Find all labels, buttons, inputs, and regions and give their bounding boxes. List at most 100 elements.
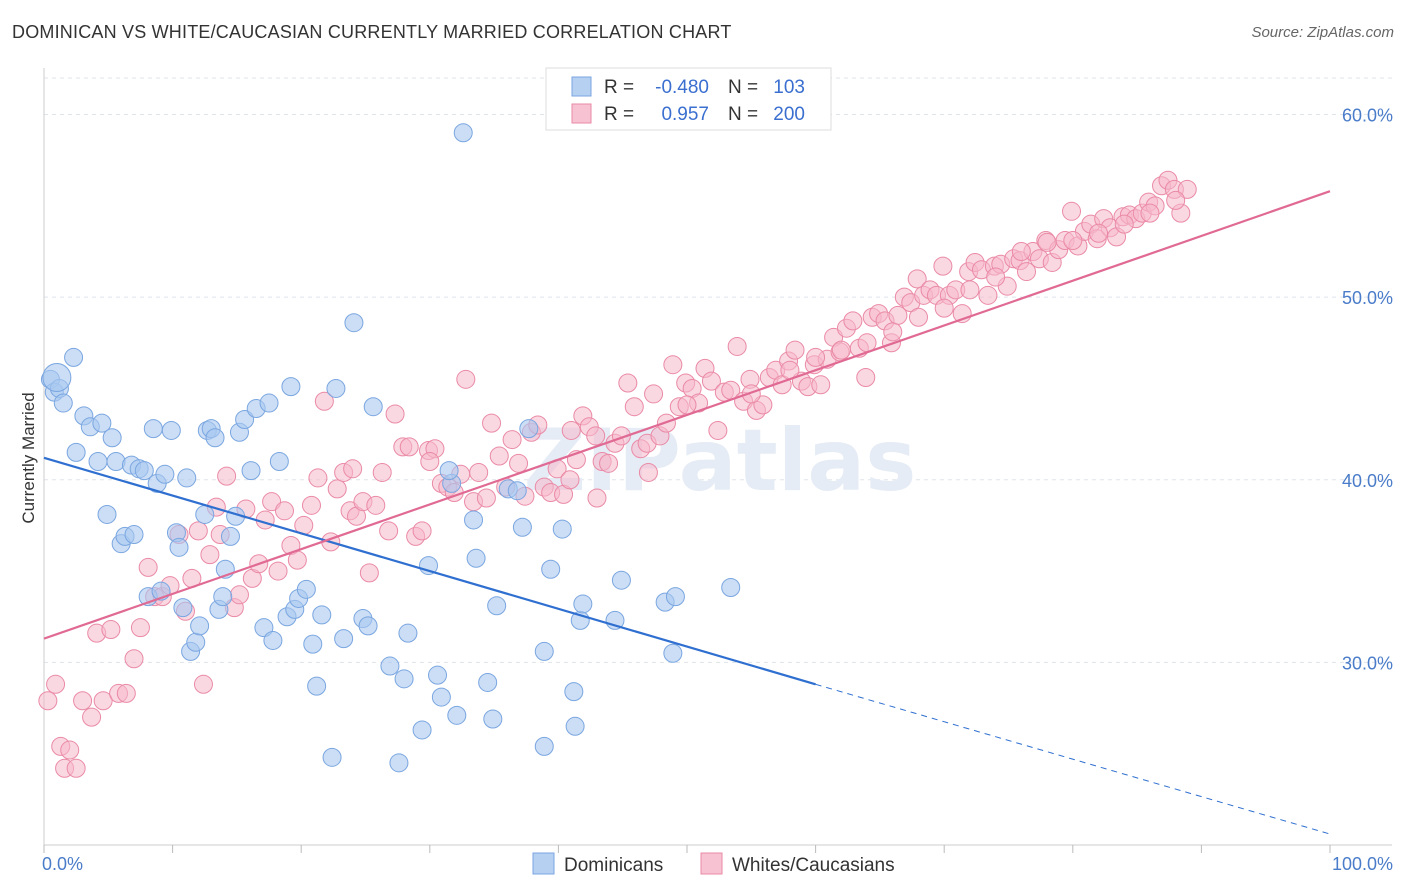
- data-point-whites: [308, 468, 328, 488]
- data-point-whites: [753, 395, 773, 415]
- data-point-dominicans: [394, 669, 414, 689]
- data-point-whites: [1089, 223, 1109, 243]
- data-point-dominicans: [205, 428, 225, 448]
- y-tick-label: 40.0%: [1342, 471, 1393, 491]
- data-point-whites: [399, 437, 419, 457]
- data-point-whites: [1177, 179, 1197, 199]
- data-point-whites: [476, 488, 496, 508]
- trend-line-dominicans: [43, 456, 816, 686]
- data-point-whites: [560, 470, 580, 490]
- data-point-whites: [385, 404, 405, 424]
- data-point-whites: [372, 462, 392, 482]
- data-point-dominicans: [259, 393, 279, 413]
- y-tick-label: 50.0%: [1342, 288, 1393, 308]
- data-point-whites: [599, 453, 619, 473]
- data-point-dominicans: [358, 616, 378, 636]
- data-point-dominicans: [541, 559, 561, 579]
- data-point-whites: [502, 430, 522, 450]
- data-point-whites: [741, 384, 761, 404]
- data-point-dominicans: [66, 442, 86, 462]
- data-point-whites: [217, 466, 237, 486]
- data-point-whites: [785, 340, 805, 360]
- data-point-whites: [359, 563, 379, 583]
- data-point-dominicans: [363, 397, 383, 417]
- y-axis-label: Currently Married: [19, 392, 38, 523]
- data-point-dominicans: [412, 720, 432, 740]
- data-point-whites: [1062, 201, 1082, 221]
- data-point-dominicans: [296, 579, 316, 599]
- data-point-whites: [456, 369, 476, 389]
- data-point-whites: [811, 375, 831, 395]
- x-tick-label: 100.0%: [1332, 854, 1393, 874]
- data-point-dominicans: [507, 481, 527, 501]
- data-point-dominicans: [439, 461, 459, 481]
- data-point-whites: [327, 479, 347, 499]
- data-point-dominicans: [512, 517, 532, 537]
- data-point-dominicans: [42, 362, 72, 392]
- data-point-whites: [343, 459, 363, 479]
- data-point-dominicans: [303, 634, 323, 654]
- data-point-dominicans: [464, 510, 484, 530]
- data-point-whites: [586, 426, 606, 446]
- data-point-dominicans: [177, 468, 197, 488]
- axes: [43, 68, 1392, 853]
- data-point-whites: [1017, 262, 1037, 282]
- data-point-whites: [978, 285, 998, 305]
- data-point-dominicans: [564, 682, 584, 702]
- data-point-whites: [101, 620, 121, 640]
- legend-swatch: [571, 76, 592, 97]
- data-point-whites: [489, 446, 509, 466]
- data-point-whites: [46, 674, 66, 694]
- data-point-whites: [843, 311, 863, 331]
- data-point-whites: [229, 585, 249, 605]
- data-point-dominicans: [487, 596, 507, 616]
- data-point-dominicans: [220, 526, 240, 546]
- data-point-whites: [638, 462, 658, 482]
- data-point-dominicans: [665, 587, 685, 607]
- legend-n-label: N =: [728, 104, 758, 125]
- legend-swatch: [571, 103, 592, 124]
- legend-label-bottom: Whites/Caucasians: [732, 855, 895, 876]
- series-dominicans-points: [40, 123, 741, 773]
- correlation-legend: R = -0.480 N = 103 R = 0.957 N = 200: [545, 67, 832, 131]
- data-point-dominicans: [169, 537, 189, 557]
- data-point-whites: [301, 495, 321, 515]
- data-point-dominicans: [213, 587, 233, 607]
- data-point-whites: [663, 355, 683, 375]
- data-point-dominicans: [195, 504, 215, 524]
- data-point-whites: [73, 691, 93, 711]
- data-point-dominicans: [241, 461, 261, 481]
- data-point-whites: [412, 521, 432, 541]
- data-point-whites: [677, 395, 697, 415]
- data-point-dominicans: [307, 676, 327, 696]
- data-point-whites: [701, 371, 721, 391]
- data-point-whites: [1140, 203, 1160, 223]
- y-tick-labels: 30.0% 40.0% 50.0% 60.0%: [1342, 106, 1393, 674]
- data-point-whites: [38, 691, 58, 711]
- data-point-dominicans: [326, 378, 346, 398]
- data-point-whites: [262, 492, 282, 512]
- data-point-dominicans: [92, 413, 112, 433]
- data-point-dominicans: [389, 753, 409, 773]
- data-point-whites: [116, 683, 136, 703]
- data-point-dominicans: [483, 709, 503, 729]
- data-point-dominicans: [519, 419, 539, 439]
- trend-line-dominicans-extension: [815, 683, 1331, 835]
- data-point-whites: [124, 649, 144, 669]
- data-point-dominicans: [453, 123, 473, 143]
- legend-r-label: R =: [604, 104, 634, 125]
- data-point-whites: [469, 462, 489, 482]
- data-point-whites: [831, 340, 851, 360]
- data-point-whites: [1063, 231, 1083, 251]
- data-point-whites: [934, 298, 954, 318]
- y-tick-label: 30.0%: [1342, 653, 1393, 673]
- data-point-dominicans: [102, 428, 122, 448]
- data-point-dominicans: [565, 716, 585, 736]
- data-point-whites: [379, 521, 399, 541]
- data-point-dominicans: [322, 747, 342, 767]
- data-point-dominicans: [380, 656, 400, 676]
- data-point-dominicans: [447, 705, 467, 725]
- data-point-dominicans: [534, 641, 554, 661]
- legend-r-label: R =: [604, 77, 634, 98]
- data-point-dominicans: [143, 419, 163, 439]
